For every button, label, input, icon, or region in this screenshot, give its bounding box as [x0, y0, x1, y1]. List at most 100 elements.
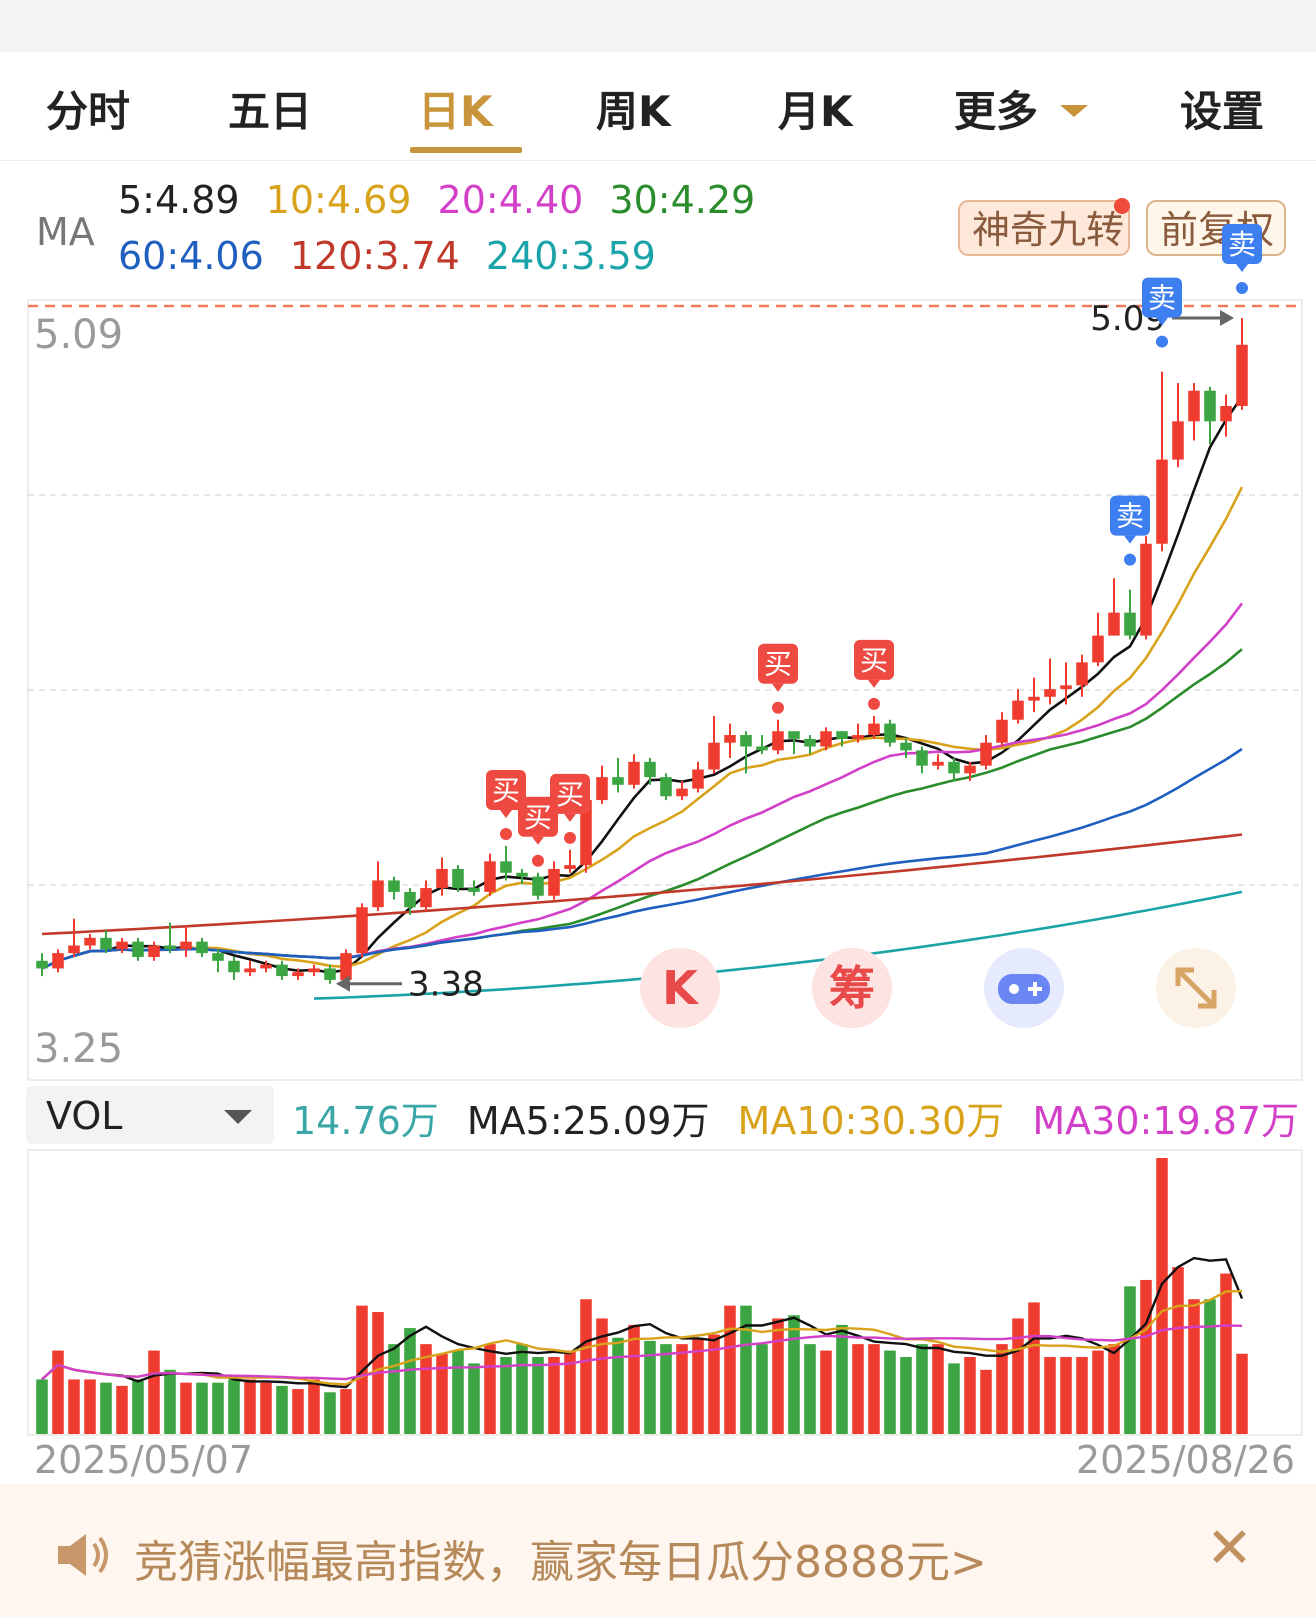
tab-five-day[interactable]: 五日 — [228, 87, 313, 136]
expand-float-button[interactable] — [1156, 948, 1236, 1028]
date-start: 2025/05/07 — [34, 1438, 254, 1482]
volume-bar — [900, 1356, 912, 1434]
volume-bar — [212, 1382, 224, 1434]
buy-signal-pointer — [500, 810, 512, 818]
candle-body — [756, 746, 768, 751]
candle-body — [1124, 612, 1136, 636]
ma60-value: 60:4.06 — [118, 234, 264, 278]
candle-body — [580, 800, 592, 866]
candle-body — [932, 761, 944, 766]
sell-signal-dot — [1124, 553, 1136, 566]
candle-body — [948, 761, 960, 774]
candle-body — [724, 735, 736, 743]
magic-nine-button[interactable]: 神奇九转 — [958, 198, 1130, 256]
promo-text: 竞猜涨幅最高指数，赢家每日瓜分8888元> — [134, 1537, 987, 1588]
candle-body — [468, 888, 480, 892]
volume-bar — [228, 1379, 240, 1434]
buy-signal-label: 买 — [860, 644, 888, 677]
candle-body — [292, 972, 304, 977]
volume-bar — [244, 1379, 256, 1434]
tab-daily-k[interactable]: 日K — [418, 87, 493, 136]
tab-settings[interactable]: 设置 — [1180, 87, 1265, 136]
buy-signal-badge — [758, 643, 798, 684]
ma240-value: 240:3.59 — [485, 234, 656, 278]
k-float-button[interactable]: K — [640, 948, 720, 1028]
candle-body — [36, 960, 48, 969]
candle-body — [596, 777, 608, 801]
candle-body — [1220, 406, 1232, 422]
volume-bar — [644, 1340, 656, 1434]
sell-signal-dot — [1156, 335, 1168, 348]
indicator-selector[interactable]: VOL — [26, 1086, 274, 1144]
volume-bar — [180, 1382, 192, 1434]
sell-signal-pointer — [1156, 317, 1168, 326]
candle-body — [708, 742, 720, 770]
gamepad-float-button[interactable] — [984, 948, 1064, 1028]
volume-ma5: MA5:25.09万 — [466, 1099, 710, 1143]
volume-bar — [692, 1337, 704, 1434]
candle-body — [372, 880, 384, 908]
volume-bar — [276, 1385, 288, 1434]
buy-signal-dot — [772, 701, 784, 714]
high-marker-arrow — [1220, 310, 1234, 326]
volume-bar — [36, 1379, 48, 1434]
candle-body — [116, 941, 128, 950]
buy-signal-dot — [564, 831, 576, 844]
sell-signal-badge — [1110, 495, 1150, 536]
volume-bar — [340, 1389, 352, 1434]
promo-banner[interactable]: 竞猜涨幅最高指数，赢家每日瓜分8888元> ✕ — [0, 1484, 1316, 1617]
volume-bar — [1092, 1350, 1104, 1434]
volume-ma30-line — [41, 1324, 1243, 1381]
buy-signal-badge — [550, 773, 590, 814]
tab-weekly-k[interactable]: 周K — [596, 87, 671, 136]
candle-body — [420, 888, 432, 908]
candle-body — [212, 953, 224, 961]
candle-body — [180, 941, 192, 950]
notification-dot — [1114, 198, 1130, 214]
volume-bar — [260, 1382, 272, 1434]
candle-body — [1140, 543, 1152, 636]
tab-minute[interactable]: 分时 — [46, 87, 131, 136]
volume-bar — [932, 1344, 944, 1434]
ma5-value: 5:4.89 — [118, 178, 240, 222]
candle-body — [676, 788, 688, 797]
candle-body — [1028, 696, 1040, 701]
sell-signal-label: 卖 — [1116, 500, 1144, 533]
tab-more[interactable]: 更多 — [954, 78, 1089, 139]
candle-body — [1108, 612, 1120, 636]
tab-monthly-k[interactable]: 月K — [778, 87, 853, 136]
chevron-down-icon — [224, 1110, 252, 1124]
candle-body — [52, 953, 64, 969]
volume-ma10: MA10:30.30万 — [737, 1099, 1005, 1143]
volume-bar — [964, 1356, 976, 1434]
period-tabs: 分时 五日 日K 周K 月K 更多 设置 — [0, 52, 1316, 161]
volume-ma5-line — [41, 1256, 1244, 1389]
candle-body — [916, 750, 928, 766]
candle-body — [308, 968, 320, 973]
candle-body — [516, 872, 528, 877]
candle-body — [1172, 421, 1184, 460]
candle-body — [452, 868, 464, 889]
volume-values-row: 14.76万 MA5:25.09万 MA10:30.30万 MA30:19.87… — [292, 1090, 1315, 1145]
candle-body — [852, 735, 864, 739]
candle-body — [820, 731, 832, 747]
buy-signal-badge — [486, 770, 526, 810]
candle-body — [628, 761, 640, 785]
volume-bar — [324, 1392, 336, 1434]
close-icon[interactable]: ✕ — [1206, 1516, 1253, 1581]
ma-line-ma30 — [41, 648, 1243, 970]
volume-bar — [388, 1344, 400, 1434]
candle-body — [996, 719, 1008, 743]
volume-bar — [468, 1363, 480, 1434]
chips-float-button[interactable]: 筹 — [812, 948, 892, 1028]
candle-body — [148, 945, 160, 957]
ma-line-ma240 — [313, 890, 1243, 1000]
candle-body — [644, 761, 656, 778]
volume-bar — [132, 1379, 144, 1434]
candle-body — [900, 742, 912, 751]
ma10-value: 10:4.69 — [265, 178, 412, 222]
candle-body — [436, 868, 448, 889]
sell-signal-badge — [1142, 277, 1182, 318]
volume-bar — [292, 1389, 304, 1434]
